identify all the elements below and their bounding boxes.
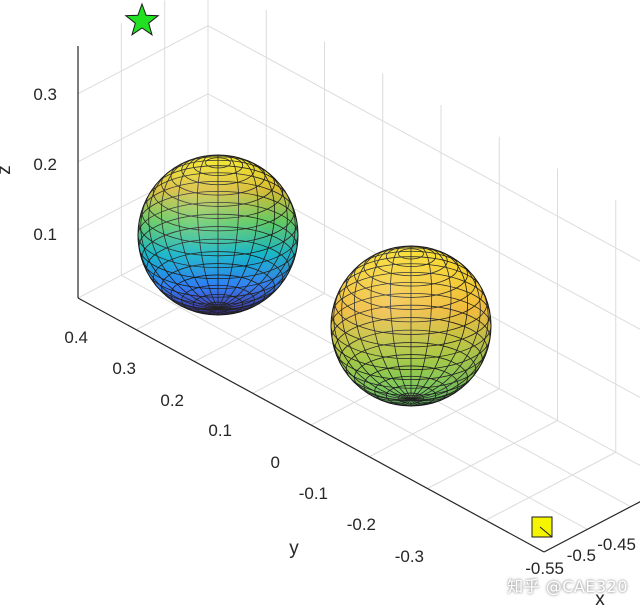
y-tick-label: 0: [271, 453, 280, 472]
sphere-1: [137, 154, 299, 316]
grid-line: [369, 388, 500, 458]
sphere-shading: [138, 155, 298, 315]
yellow-square-marker: [531, 516, 553, 538]
tick-labels: 0.10.20.30.40.30.20.10-0.1-0.2-0.3-0.55-…: [33, 85, 636, 578]
grid-line: [207, 93, 640, 330]
sphere-shading: [331, 246, 491, 406]
x-tick-label: -0.5: [567, 546, 596, 565]
y-tick-label: 0.1: [208, 421, 232, 440]
y-tick-label: -0.1: [299, 484, 328, 503]
watermark: 知乎 @CAE320: [507, 577, 628, 596]
grid-line: [485, 451, 616, 521]
x-axis-label: x: [595, 589, 605, 609]
green-star-marker: [124, 2, 160, 36]
grid-line: [77, 25, 209, 95]
x-tick-label: -0.45: [597, 535, 636, 554]
spheres: [137, 154, 492, 407]
z-tick-label: 0.3: [33, 85, 57, 104]
y-tick-label: 0.4: [64, 328, 88, 347]
y-tick-label: -0.2: [347, 515, 376, 534]
z-axis-label: z: [0, 165, 15, 175]
z-tick-label: 0.1: [33, 225, 57, 244]
grid-line: [207, 25, 640, 262]
y-tick-label: 0.2: [160, 391, 184, 410]
grid-line: [427, 420, 558, 489]
y-tick-label: -0.3: [395, 547, 424, 566]
square-marker-stem: [539, 526, 553, 538]
markers: [124, 2, 553, 538]
x-tick-label: -0.55: [525, 559, 564, 578]
y-tick-label: 0.3: [112, 359, 136, 378]
x-axis-line: [543, 501, 640, 553]
grid-line: [121, 274, 588, 530]
axis-labels: z y x: [0, 165, 605, 609]
z-tick-label: 0.2: [33, 155, 57, 174]
y-axis-line: [77, 297, 545, 553]
axes-box: [77, 46, 640, 553]
grid-line: [77, 93, 209, 163]
y-axis-label: y: [289, 538, 299, 559]
sphere-2: [330, 245, 492, 407]
grid-line: [194, 293, 325, 362]
